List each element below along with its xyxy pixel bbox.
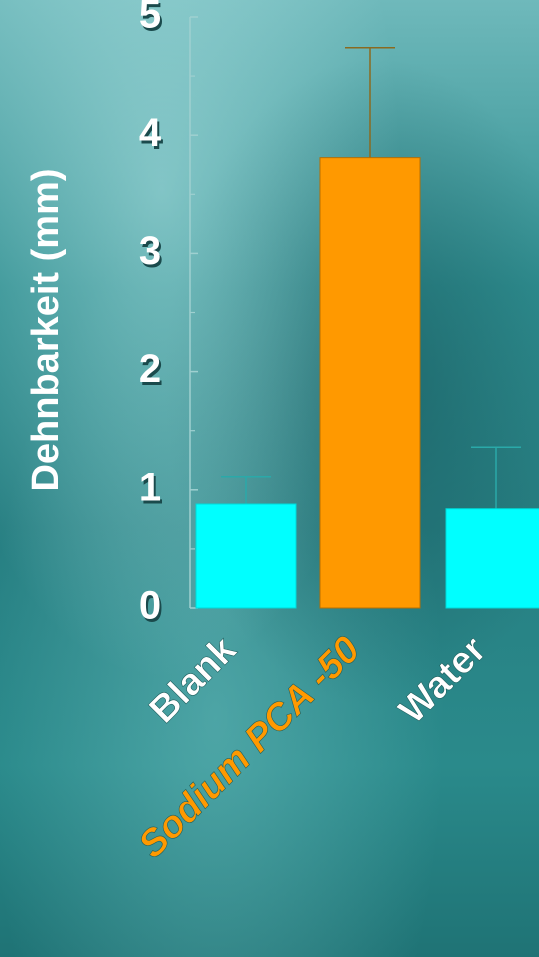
y-tick-label: 2 bbox=[139, 347, 161, 391]
x-tick-label: Sodium PCA -50 bbox=[131, 629, 369, 867]
y-tick-label: 0 bbox=[139, 584, 161, 628]
bar bbox=[320, 158, 420, 608]
x-tick-label: Blank bbox=[141, 628, 244, 731]
chart: Dehnbarkeit (mm) 001122334455BlankSodium… bbox=[0, 0, 539, 957]
y-tick-label: 1 bbox=[139, 465, 161, 509]
y-tick-label: 5 bbox=[139, 0, 161, 37]
x-tick-label: Water bbox=[391, 629, 495, 733]
y-axis-title: Dehnbarkeit (mm) bbox=[25, 168, 67, 491]
y-tick-label: 3 bbox=[139, 229, 161, 273]
bar bbox=[446, 509, 539, 608]
bar bbox=[196, 504, 296, 608]
y-tick-label: 4 bbox=[139, 111, 162, 155]
